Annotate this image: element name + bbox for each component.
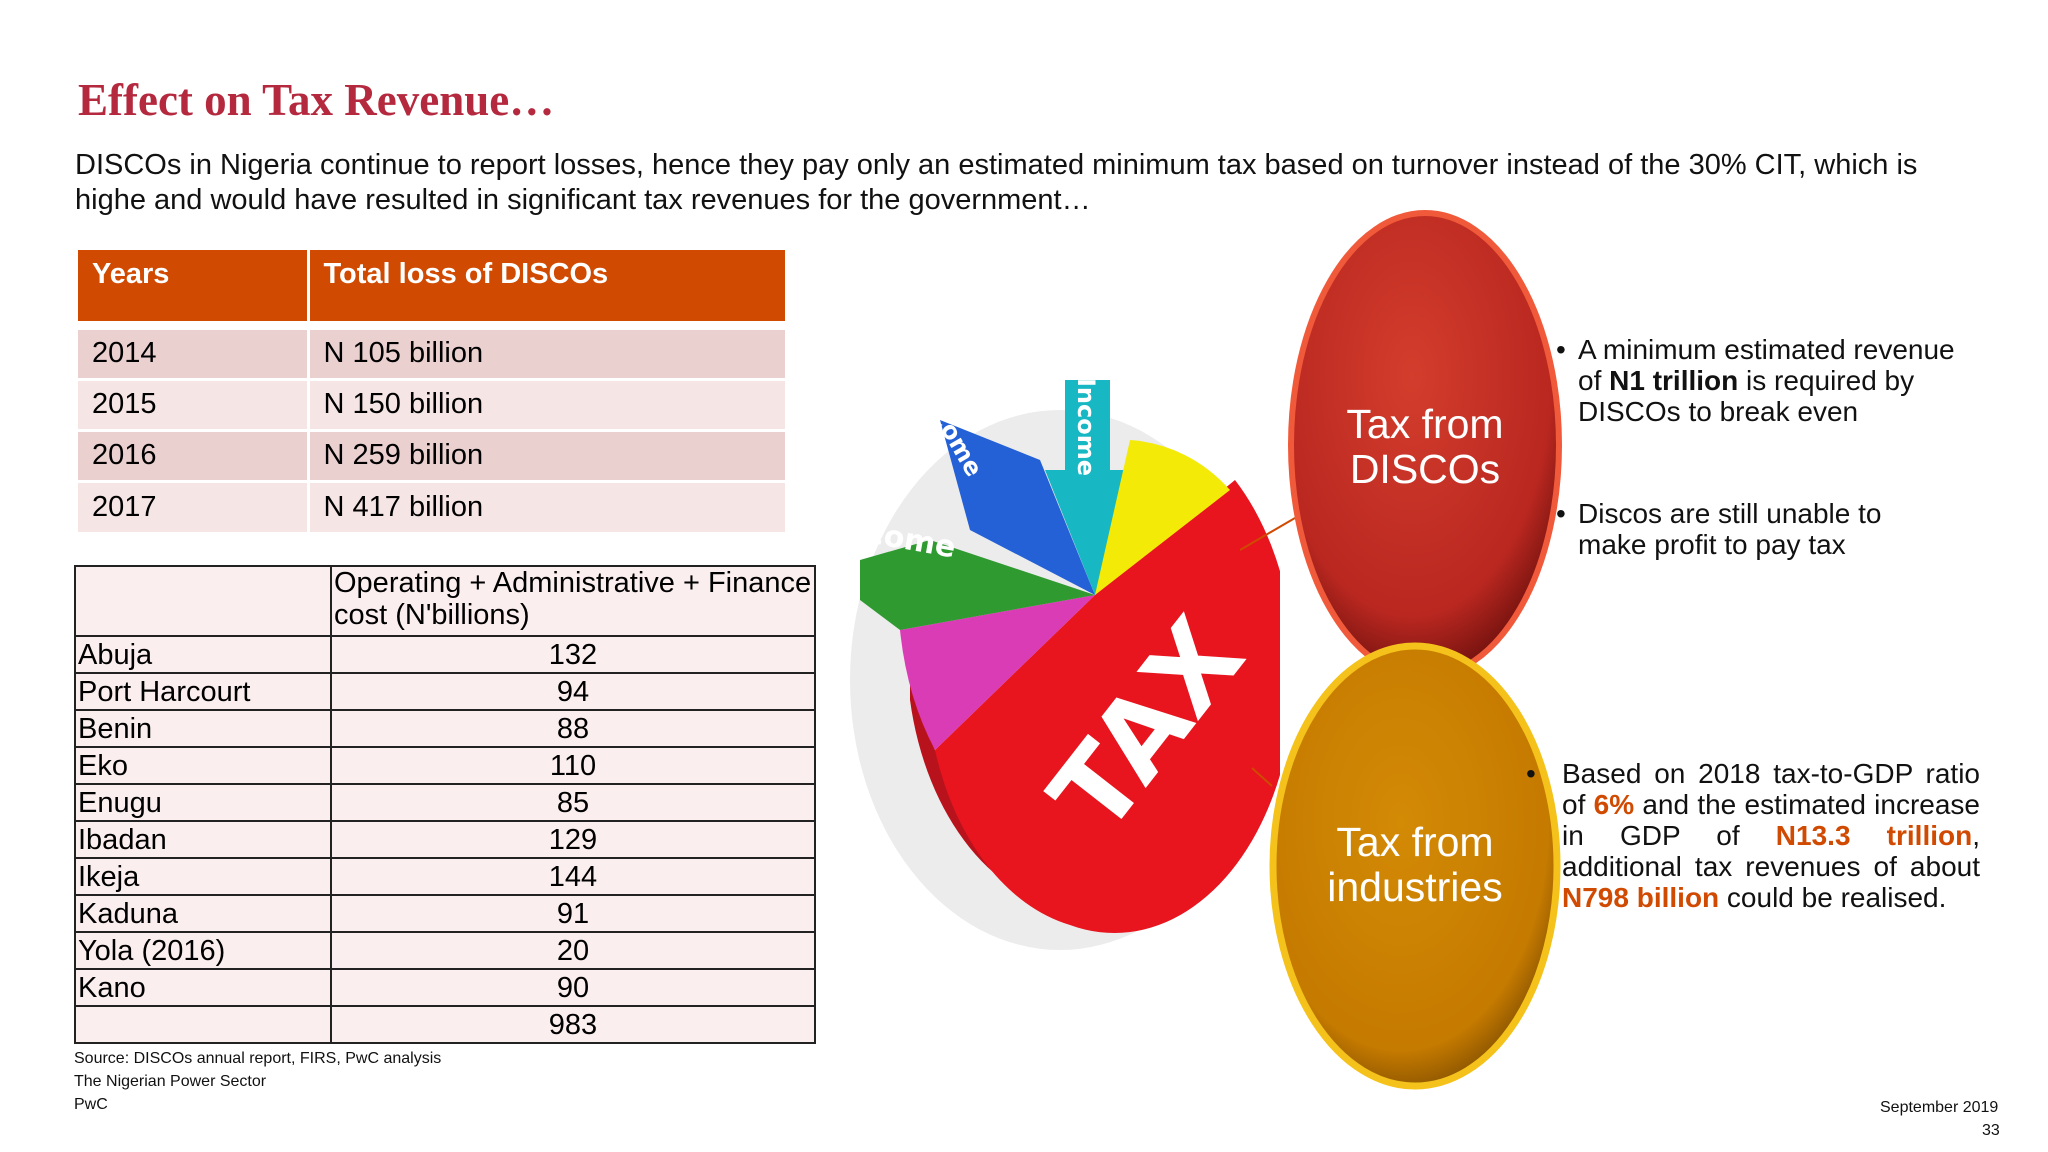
red-slice xyxy=(935,480,1280,934)
header-total-loss: Total loss of DISCOs xyxy=(308,250,785,322)
industries-value-ratio: 6% xyxy=(1593,789,1635,820)
cost-value: 129 xyxy=(330,820,816,859)
costs-table-header: Operating + Administrative + Finance cos… xyxy=(74,565,816,637)
cost-value: 85 xyxy=(330,783,816,822)
industries-text-2: and the estimated increase in GDP of xyxy=(1562,789,1981,851)
year-cell: 2015 xyxy=(78,377,310,430)
page-number: 33 xyxy=(1982,1122,2000,1139)
connector-lines xyxy=(1240,517,1296,787)
brand-name: PwC xyxy=(74,1096,108,1113)
cost-value: 91 xyxy=(330,894,816,933)
loss-cell: N 259 billion xyxy=(308,428,785,481)
slide-title: Effect on Tax Revenue… xyxy=(78,75,555,125)
table-row: Ibadan 129 xyxy=(74,820,816,859)
table-row: 2014 N 105 billion xyxy=(78,326,785,379)
source-note: Source: DISCOs annual report, FIRS, PwC … xyxy=(74,1050,442,1067)
bullet-dot-icon: • xyxy=(1526,758,1536,789)
disco-name xyxy=(74,1005,332,1044)
disco-name: Enugu xyxy=(74,783,332,822)
bubble-discos-line2: DISCOs xyxy=(1350,446,1500,492)
table-row: Kaduna 91 xyxy=(74,894,816,933)
bullet-dot-icon: • xyxy=(1556,498,1566,529)
table-row: Enugu 85 xyxy=(74,783,816,822)
discos-bullet-1-text-b: is required by DISCOs to break even xyxy=(1578,365,1915,427)
yellow-slice xyxy=(1095,440,1230,595)
loss-cell: N 417 billion xyxy=(308,479,785,532)
disco-name: Ikeja xyxy=(74,857,332,896)
bubble-industries-line2: industries xyxy=(1327,864,1502,910)
industries-text-4: could be realised. xyxy=(1719,882,1947,913)
discos-bullet-1: • A minimum estimated revenue of N1 tril… xyxy=(1556,334,1976,427)
industries-value-revenue: N798 billion xyxy=(1562,882,1720,913)
table-row: Eko 110 xyxy=(74,746,816,785)
losses-table-header: Years Total loss of DISCOs xyxy=(78,250,785,322)
table-row: 2016 N 259 billion xyxy=(78,428,785,481)
bubble-industries-line1: Tax from xyxy=(1336,819,1493,865)
disco-name: Yola (2016) xyxy=(74,931,332,970)
connector-line-industries xyxy=(1251,767,1273,787)
cost-value: 88 xyxy=(330,709,816,748)
table-row: 2017 N 417 billion xyxy=(78,479,785,532)
industries-text-1: Based on 2018 tax-to-GDP ratio of xyxy=(1562,758,1980,820)
discos-bullet-1-text-a: A minimum estimated revenue of xyxy=(1578,334,1955,396)
footer-date: September 2019 xyxy=(1880,1099,1999,1116)
disco-name: Kaduna xyxy=(74,894,332,933)
losses-table: Years Total loss of DISCOs 2014 N 105 bi… xyxy=(78,250,786,532)
cost-value: 110 xyxy=(330,746,816,785)
disco-name: Port Harcourt xyxy=(74,672,332,711)
table-row: Ikeja 144 xyxy=(74,857,816,896)
cost-value: 90 xyxy=(330,968,816,1007)
bubble-discos-line1: Tax from xyxy=(1346,401,1503,447)
cost-value: 132 xyxy=(330,635,816,674)
bubble-industries-shape xyxy=(1269,642,1561,1090)
disco-name: Abuja xyxy=(74,635,332,674)
intro-text: DISCOs in Nigeria continue to report los… xyxy=(75,149,1918,216)
discos-bullet-2-text: Discos are still unable to make profit t… xyxy=(1578,498,1882,560)
table-row: Kano 90 xyxy=(74,968,816,1007)
industries-text-3: , additional tax revenues of about xyxy=(1562,820,1980,882)
cost-value: 20 xyxy=(330,931,816,970)
year-cell: 2016 xyxy=(78,428,310,481)
bubble-discos: Tax from DISCOs xyxy=(1288,210,1562,680)
disco-name: Benin xyxy=(74,709,332,748)
tax-pie-illustration: TAX Income come come xyxy=(850,378,1280,950)
green-slice xyxy=(860,540,1095,630)
header-empty-cell xyxy=(74,565,332,637)
header-cost: Operating + Administrative + Finance cos… xyxy=(330,565,816,637)
disco-name: Ibadan xyxy=(74,820,332,859)
header-years: Years xyxy=(78,250,310,322)
table-row: 2015 N 150 billion xyxy=(78,377,785,430)
discos-bullet-1-bold: N1 trillion xyxy=(1609,365,1739,396)
table-row: Yola (2016) 20 xyxy=(74,931,816,970)
bullet-dot-icon: • xyxy=(1556,334,1566,365)
table-row: Benin 88 xyxy=(74,709,816,748)
pie-label-income: Income xyxy=(1072,378,1100,476)
industries-bullet: • Based on 2018 tax-to-GDP ratio of 6% a… xyxy=(1526,758,1980,913)
loss-cell: N 105 billion xyxy=(308,326,785,379)
bubble-industries: Tax from industries xyxy=(1269,642,1561,1090)
cost-total: 983 xyxy=(330,1005,816,1044)
costs-table: Operating + Administrative + Finance cos… xyxy=(74,565,816,1044)
cost-value: 144 xyxy=(330,857,816,896)
magenta-slice xyxy=(900,595,1095,750)
table-row: Port Harcourt 94 xyxy=(74,672,816,711)
industries-value-gdp: N13.3 trillion xyxy=(1775,820,1973,851)
year-cell: 2017 xyxy=(78,479,310,532)
publication-name: The Nigerian Power Sector xyxy=(74,1073,267,1090)
year-cell: 2014 xyxy=(78,326,310,379)
table-row-total: 983 xyxy=(74,1005,816,1044)
disco-name: Eko xyxy=(74,746,332,785)
loss-cell: N 150 billion xyxy=(308,377,785,430)
disco-name: Kano xyxy=(74,968,332,1007)
connector-line-discos xyxy=(1240,517,1296,551)
cost-value: 94 xyxy=(330,672,816,711)
table-row: Abuja 132 xyxy=(74,635,816,674)
discos-bullet-2: • Discos are still unable to make profit… xyxy=(1556,498,1956,560)
blue-slice xyxy=(940,420,1095,595)
